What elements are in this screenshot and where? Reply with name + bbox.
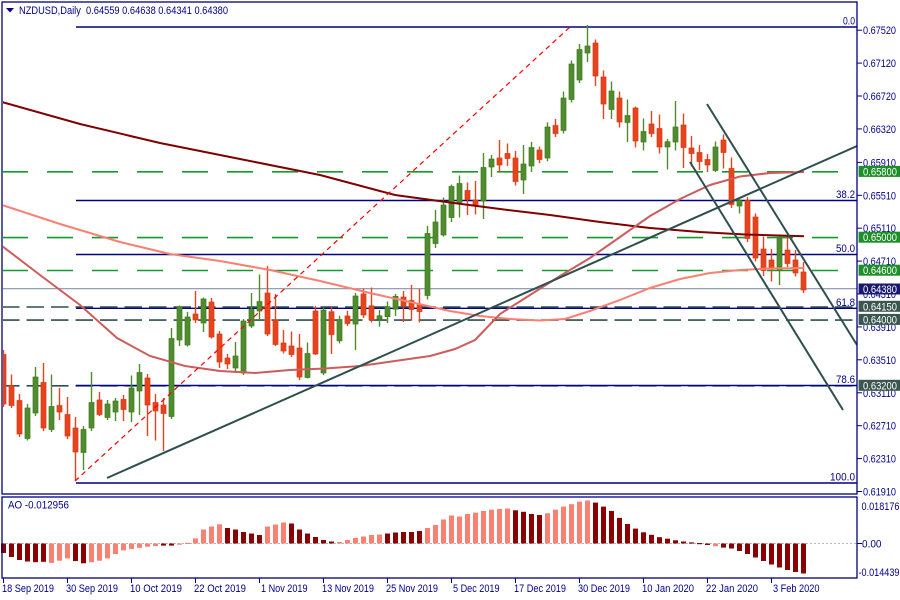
svg-text:0.67520: 0.67520	[863, 25, 896, 37]
svg-text:30 Dec 2019: 30 Dec 2019	[578, 583, 630, 595]
svg-text:18 Sep 2019: 18 Sep 2019	[2, 583, 54, 595]
svg-text:0.67120: 0.67120	[863, 58, 896, 70]
svg-text:10 Oct 2019: 10 Oct 2019	[130, 583, 182, 595]
svg-text:0.63510: 0.63510	[863, 355, 896, 367]
svg-text:50.0: 50.0	[836, 243, 855, 255]
svg-text:3 Feb 2020: 3 Feb 2020	[773, 583, 820, 595]
svg-text:61.8: 61.8	[836, 297, 855, 309]
svg-text:0.62310: 0.62310	[863, 454, 896, 466]
svg-text:0.64000: 0.64000	[863, 314, 897, 326]
svg-text:10 Jan 2020: 10 Jan 2020	[642, 583, 694, 595]
svg-text:22 Oct 2019: 22 Oct 2019	[194, 583, 246, 595]
svg-text:-0.014439: -0.014439	[859, 567, 900, 579]
svg-text:22 Jan 2020: 22 Jan 2020	[706, 583, 758, 595]
svg-text:13 Nov 2019: 13 Nov 2019	[322, 583, 374, 595]
svg-text:0.0: 0.0	[843, 16, 855, 28]
svg-text:25 Nov 2019: 25 Nov 2019	[386, 583, 438, 595]
svg-text:0.018176: 0.018176	[862, 501, 900, 513]
svg-text:100.0: 100.0	[830, 472, 855, 484]
svg-text:30 Sep 2019: 30 Sep 2019	[66, 583, 118, 595]
svg-text:0.66320: 0.66320	[863, 124, 896, 136]
svg-text:1 Nov 2019: 1 Nov 2019	[261, 583, 308, 595]
svg-text:78.6: 78.6	[836, 374, 855, 386]
svg-text:17 Dec 2019: 17 Dec 2019	[514, 583, 566, 595]
svg-text:0.64150: 0.64150	[863, 301, 897, 313]
svg-text:0.00: 0.00	[862, 539, 882, 551]
svg-text:38.2: 38.2	[836, 189, 855, 201]
svg-text:0.65800: 0.65800	[863, 166, 897, 178]
svg-text:0.63200: 0.63200	[863, 380, 897, 392]
svg-text:0.61910: 0.61910	[863, 487, 896, 499]
svg-text:NZDUSD,Daily 0.64559 0.64638: NZDUSD,Daily 0.64559 0.64638 0.64341 0.6…	[19, 5, 228, 17]
svg-text:5 Dec 2019: 5 Dec 2019	[453, 583, 500, 595]
svg-text:0.65000: 0.65000	[863, 232, 897, 244]
svg-text:0.62710: 0.62710	[863, 421, 896, 433]
svg-text:0.65510: 0.65510	[863, 190, 896, 202]
svg-text:0.64380: 0.64380	[863, 284, 897, 296]
svg-text:0.64600: 0.64600	[863, 265, 897, 277]
svg-text:AO -0.012956: AO -0.012956	[8, 500, 69, 512]
svg-text:0.66720: 0.66720	[863, 91, 896, 103]
